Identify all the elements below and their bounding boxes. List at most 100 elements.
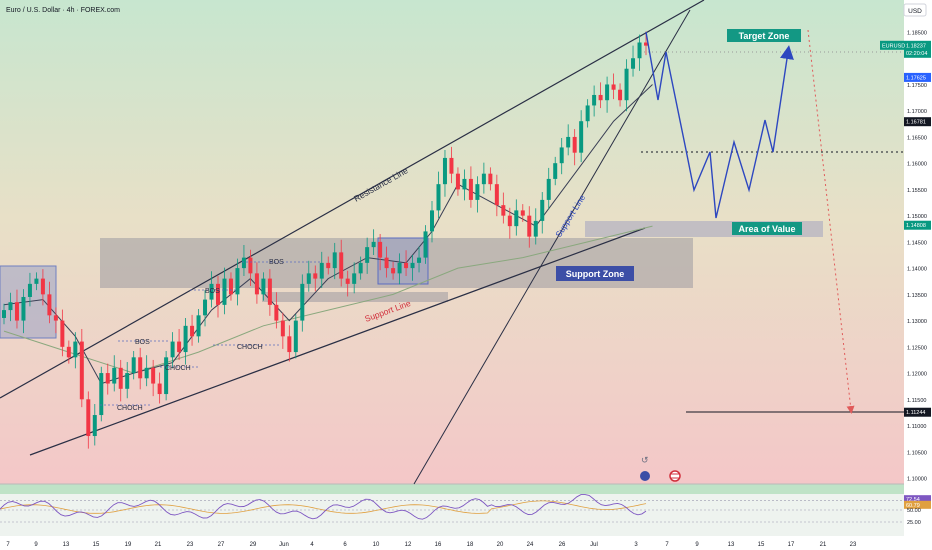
currency-button[interactable]: [903, 3, 927, 17]
candle-body: [313, 273, 318, 279]
candle-body: [339, 252, 344, 279]
candle-body: [248, 257, 253, 274]
candle-body: [34, 278, 39, 284]
candle-body: [254, 273, 259, 295]
candle-body: [631, 58, 636, 69]
time-axis: [0, 536, 904, 550]
y-tick-label: 1.11000: [907, 424, 926, 430]
x-tick-label: 13: [63, 542, 70, 548]
area-of-value-label: Area of Value: [738, 224, 795, 234]
candle-body: [397, 262, 402, 274]
candle-body: [183, 325, 188, 353]
y-tick-label: 1.14500: [907, 240, 927, 246]
x-tick-label: 23: [187, 542, 194, 548]
price-tag: [904, 407, 931, 417]
x-tick-label: Jul: [590, 542, 598, 548]
candle-body: [151, 367, 156, 384]
candle-body: [417, 257, 422, 263]
area-of-value-box: [732, 222, 802, 235]
candle-body: [21, 296, 26, 321]
candle-body: [566, 136, 571, 148]
candle-body: [436, 184, 441, 211]
candle-body: [222, 278, 227, 305]
candle-body: [488, 173, 493, 185]
plot-background: [0, 0, 904, 484]
bos-label-2: BOS: [205, 288, 220, 295]
candle-body: [449, 157, 454, 174]
candle-body: [196, 315, 201, 337]
price-tag-value: 1.11244: [906, 410, 925, 416]
candle-body: [157, 383, 162, 395]
bos-label-3: BOS: [135, 339, 150, 346]
y-tick-label: 1.16000: [907, 162, 927, 168]
candle-body: [8, 302, 13, 311]
candle-body: [540, 199, 545, 221]
x-tick-label: 6: [343, 542, 347, 548]
candle-body: [527, 215, 532, 237]
price-tag-timer: 02:20:04: [906, 51, 927, 57]
x-tick-label: 21: [155, 542, 162, 548]
candle-body: [2, 310, 6, 318]
x-tick-label: 4: [310, 542, 314, 548]
candle-body: [131, 357, 136, 374]
rsi-tag: [904, 500, 931, 509]
choch-label-2: CHOCH: [165, 365, 191, 372]
candle-body: [47, 294, 52, 316]
price-tag: [904, 40, 931, 58]
candle-body: [144, 367, 149, 379]
candle-body: [319, 262, 324, 279]
mini-zone-rect: [262, 292, 448, 302]
x-tick-label: 9: [695, 542, 699, 548]
price-tag: [904, 220, 931, 230]
candle-body: [241, 257, 246, 269]
candle-body: [442, 157, 447, 185]
y-tick-label: 1.15500: [907, 188, 927, 194]
candle-body: [507, 215, 512, 227]
candle-body: [60, 320, 65, 347]
price-tag-value: 1.14808: [906, 223, 926, 229]
projection-path: [645, 31, 794, 219]
x-tick-label: 23: [850, 542, 857, 548]
candle-body: [384, 257, 389, 269]
x-tick-label: 15: [758, 542, 765, 548]
y-tick-label: 1.15000: [907, 214, 927, 220]
candle-body: [365, 247, 370, 263]
x-tick-label: 18: [467, 542, 474, 548]
candle-body: [99, 373, 104, 416]
candle-body: [66, 346, 71, 358]
y-tick-label: 1.12500: [907, 345, 927, 351]
x-tick-label: 17: [788, 542, 795, 548]
x-tick-label: 12: [405, 542, 412, 548]
target-zone-label: Target Zone: [739, 31, 790, 41]
price-tag-value: 1.16781: [906, 120, 926, 126]
candle-body: [430, 210, 434, 232]
currency-button-label: USD: [908, 8, 922, 15]
candle-body: [27, 283, 32, 297]
symbol-title: Euro / U.S. Dollar · 4h · FOREX.com: [6, 7, 120, 14]
candle-body: [235, 268, 240, 295]
candle-body: [481, 173, 486, 185]
x-tick-label: 7: [6, 542, 10, 548]
dividend-icon[interactable]: ↺: [641, 455, 649, 465]
candle-body: [40, 278, 45, 295]
candle-body: [391, 268, 396, 274]
candle-body: [73, 341, 78, 358]
rsi-signal-line: [0, 500, 647, 514]
candle-body: [475, 184, 480, 200]
x-tick-label: 21: [820, 542, 827, 548]
candle-body: [520, 210, 525, 216]
candle-body: [592, 94, 597, 106]
candle-body: [585, 105, 590, 122]
x-tick-label: 7: [665, 542, 669, 548]
candle-body: [579, 121, 584, 153]
event-icons[interactable]: ↺: [640, 455, 681, 482]
candle-body: [274, 304, 279, 321]
candle-body: [378, 241, 383, 258]
support-trendline-upper: [413, 9, 691, 485]
earnings-icon[interactable]: [640, 471, 650, 481]
candle-body: [118, 367, 123, 389]
rsi-tag: [904, 495, 931, 504]
us-flag-icon[interactable]: [669, 470, 681, 482]
y-tick-label: 1.17500: [907, 83, 927, 89]
